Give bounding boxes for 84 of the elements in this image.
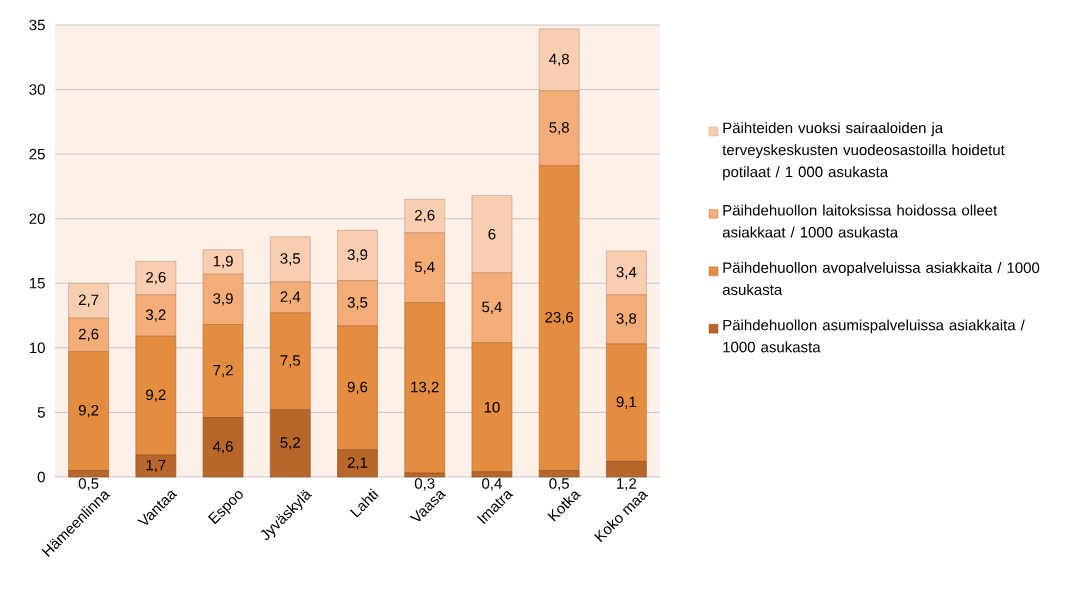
data-label: 4,6 [212,441,233,454]
bar [471,195,513,274]
bar [68,317,109,353]
data-label: 2,4 [280,291,301,304]
bar [606,250,647,296]
data-label: 5,4 [414,261,435,274]
y-tick-label: 5 [37,407,45,418]
data-label: 10 [484,401,500,413]
bar [538,470,580,478]
bar [404,232,446,303]
bar [606,294,647,345]
data-label: 1,2 [617,478,637,491]
bar [269,236,311,283]
data-label: 6 [488,228,496,240]
data-label: 2,6 [415,209,435,223]
data-label: 9,6 [347,381,368,395]
data-label: 3,4 [616,266,637,280]
data-label: 3,2 [145,309,166,322]
data-label: 0,4 [482,478,502,491]
data-label: 1,9 [213,255,233,269]
bar [404,472,446,478]
data-label: 0,5 [549,478,569,491]
data-label: 7,5 [280,355,301,368]
data-label: 3,5 [280,253,301,266]
data-label: 3,9 [347,249,368,262]
bar [202,324,244,418]
bar [269,312,311,411]
bar [404,199,446,234]
data-label: 13,2 [411,381,439,395]
bar [135,261,177,296]
data-label: 2,6 [146,271,166,285]
y-tick-label: 10 [29,342,45,354]
data-label: 0,5 [78,478,99,491]
data-label: 9,2 [146,389,166,402]
data-label: 2,6 [78,328,99,342]
bar [404,302,446,474]
data-label: 9,2 [78,404,99,418]
bar [471,342,513,473]
bar [337,280,378,327]
bar [606,343,647,462]
data-label: 1,7 [146,459,166,473]
legend-label: Päihdehuollon avopalveluissa asiakkaita / 1000 asukasta [722,261,1040,295]
y-tick-label: 25 [29,148,45,160]
legend-label: Päihdehuollon asumispalveluissa asiakkaita / 1000 asukasta [723,319,1025,353]
bar [606,461,647,478]
data-label: 5,8 [549,122,569,135]
y-tick-label: 30 [29,84,45,95]
data-label: 5,4 [482,301,502,314]
bar [538,165,580,471]
bar [68,282,109,319]
data-label: 3,8 [616,313,637,326]
data-label: 3,9 [213,293,233,306]
bar [337,230,378,281]
bar [68,351,109,471]
bar [471,272,513,343]
bar [202,417,244,478]
data-label: 2,7 [78,294,99,307]
data-label: 7,2 [213,364,233,378]
bar [337,449,378,478]
y-tick-label: 15 [29,278,45,289]
data-label: 5,2 [280,437,300,450]
bar [269,409,311,478]
bar [538,28,580,92]
data-label: 0,3 [414,478,435,491]
bar [135,294,177,337]
data-label: 23,6 [545,311,574,325]
bar [337,325,378,451]
legend-label: Päihteiden vuoksi sairaaloiden ja terveyskeskusten vuodeosastoilla hoidetut potilaat / 1 000 asukasta [722,122,1005,181]
bar [471,471,513,478]
data-label: 2,1 [347,457,368,470]
legend-label: Päihdehuollon laitoksissa hoidossa olleet asiakkaat / 1000 asukasta [722,204,998,238]
bar [202,249,244,275]
bar [135,335,177,456]
data-label: 9,1 [616,396,637,409]
bar [269,281,311,314]
y-tick-label: 20 [29,213,45,225]
y-tick-label: 35 [29,19,45,31]
bar [202,273,244,325]
bar [135,454,177,478]
bar [538,90,580,167]
data-label: 4,8 [549,53,569,67]
y-tick-label: 0 [37,471,45,483]
data-label: 3,5 [347,297,368,310]
bar [68,470,109,478]
